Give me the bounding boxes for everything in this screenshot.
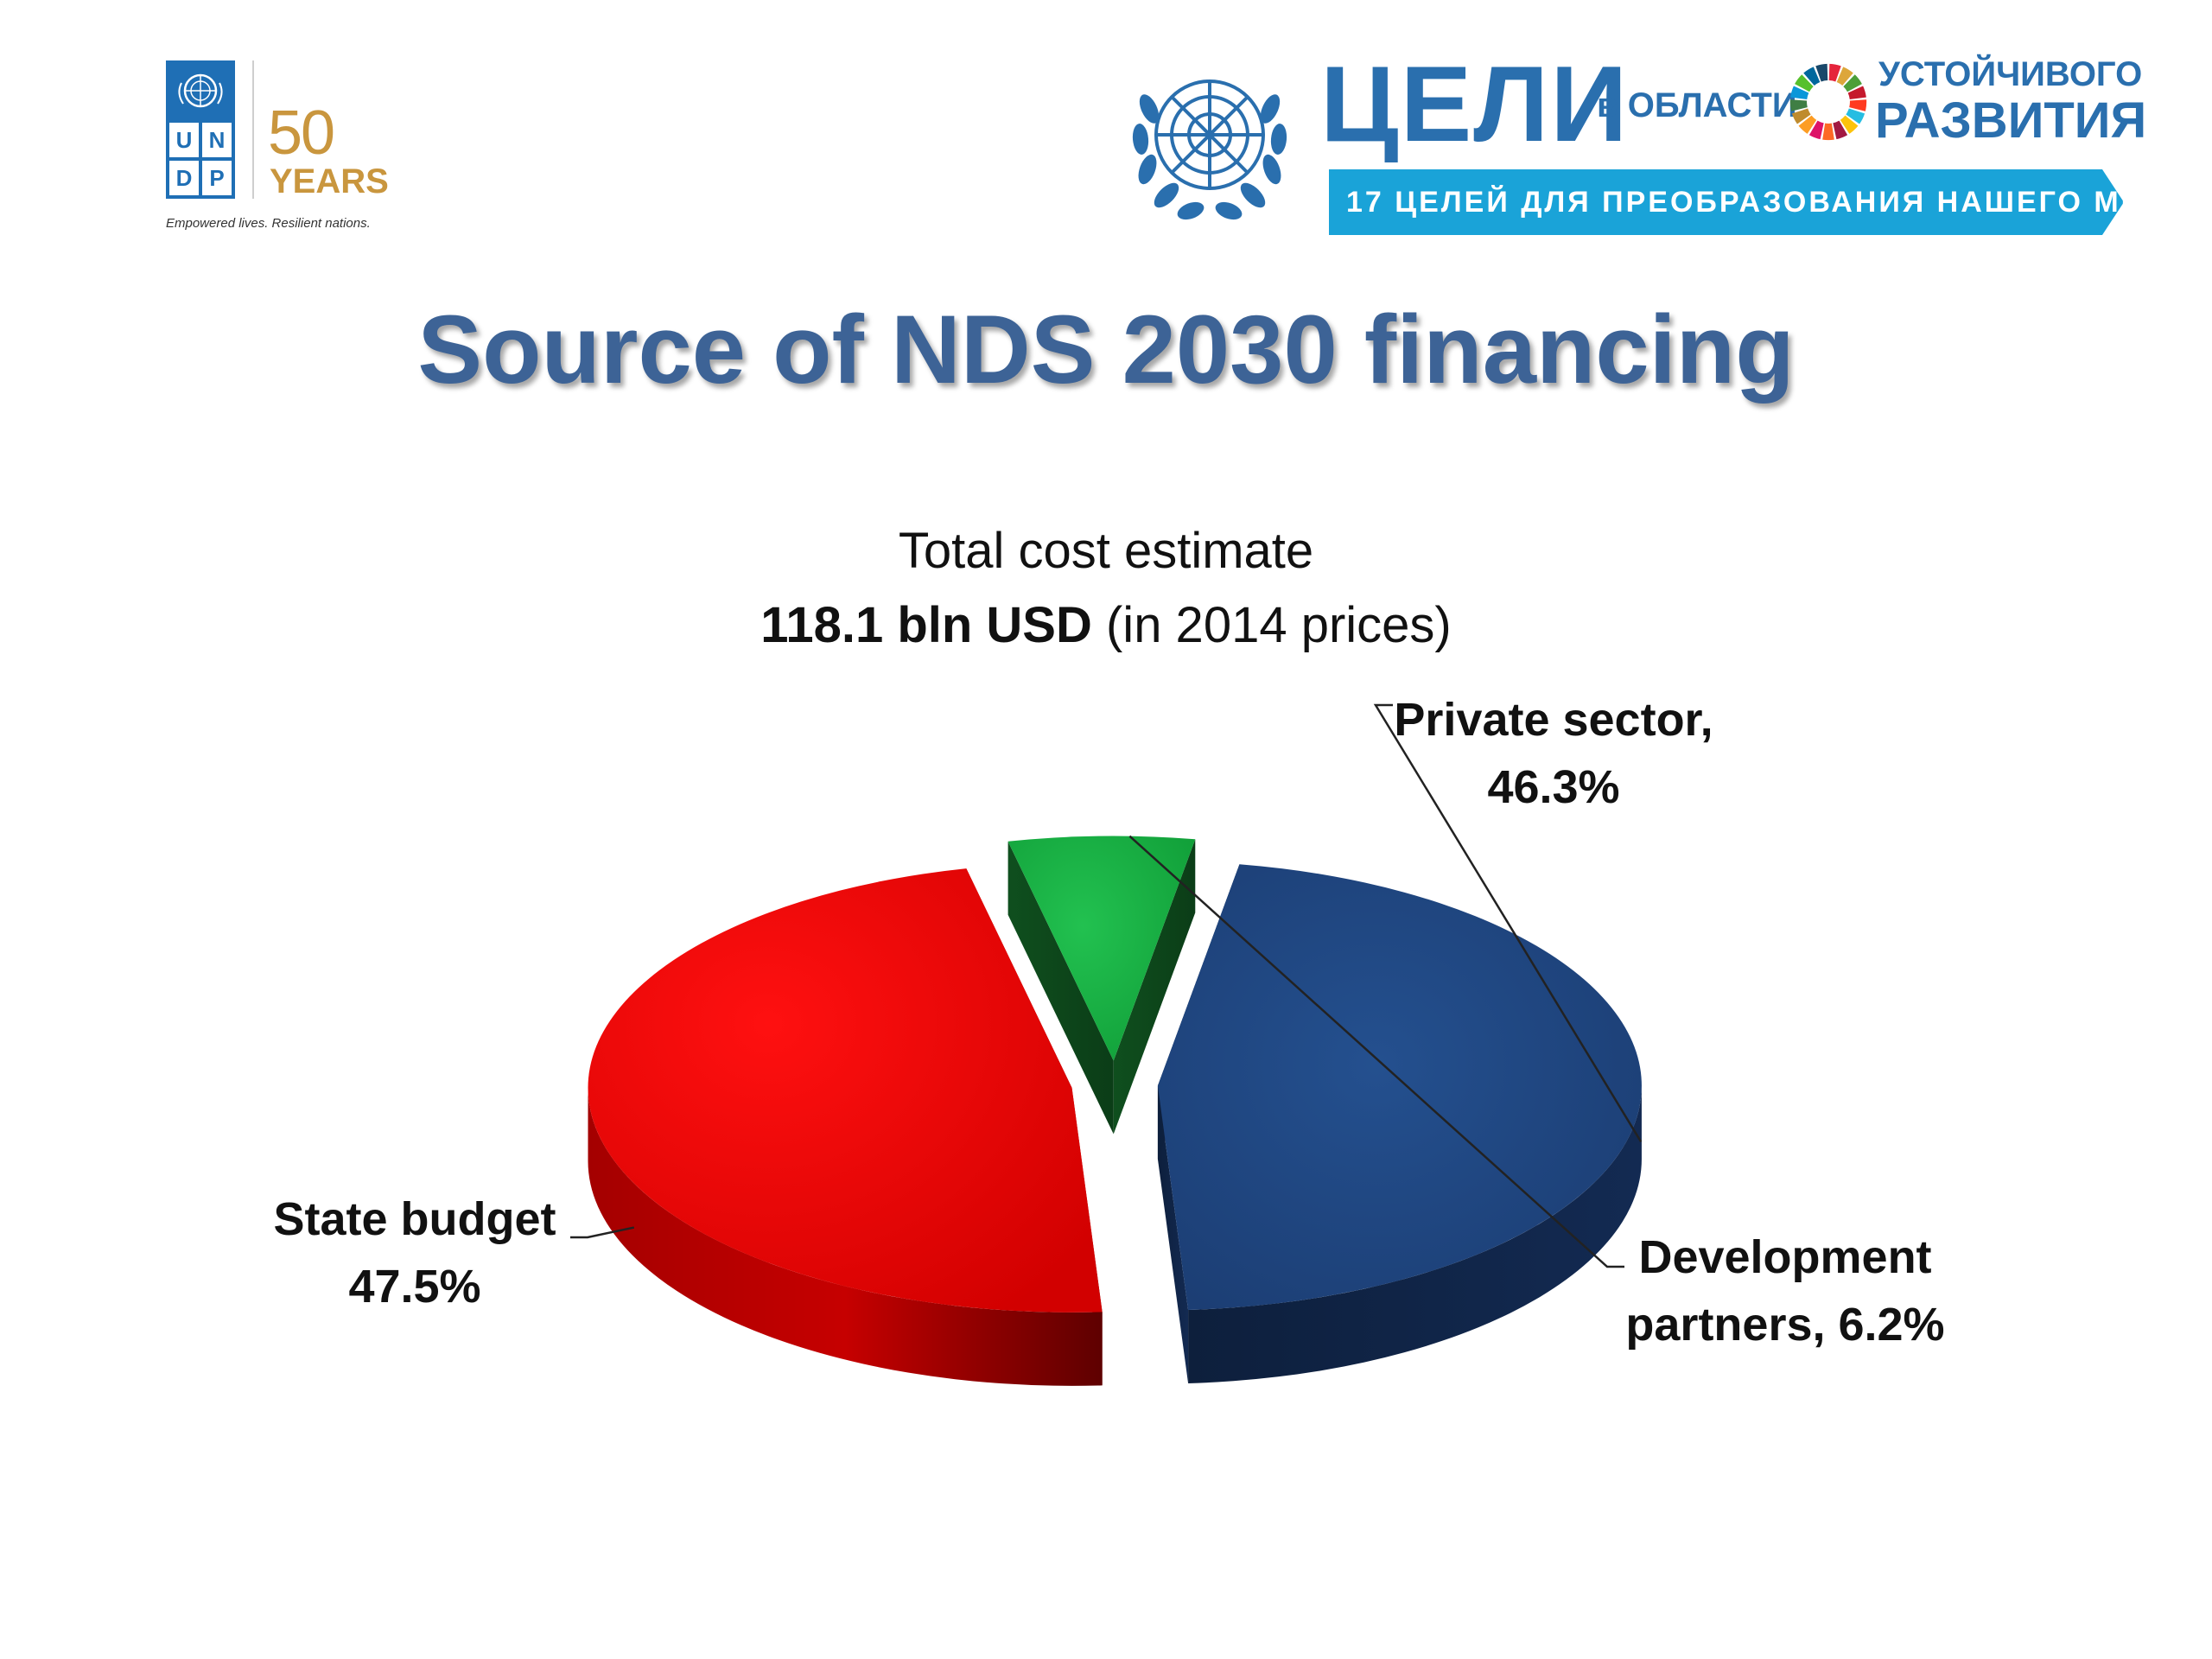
slice-private-sector xyxy=(1157,864,1642,1310)
chart-subtitle-line2: 118.1 bln USD (in 2014 prices) xyxy=(0,596,2212,654)
undp-letter-n: N xyxy=(202,123,232,157)
sdg-band-text: 17 ЦЕЛЕЙ ДЛЯ ПРЕОБРАЗОВАНИЯ НАШЕГО МИРА xyxy=(1346,186,2189,219)
sdg-color-wheel-icon xyxy=(1789,63,1867,141)
undp-logo-box: U N D P xyxy=(166,60,235,199)
undp-anniversary-number: 50 xyxy=(268,99,335,168)
slice-wall-end-development-partners xyxy=(1007,841,1114,1135)
sdg-wheel-segment xyxy=(1822,123,1834,141)
undp-letter-d: D xyxy=(169,161,199,195)
undp-tagline: Empowered lives. Resilient nations. xyxy=(166,216,371,231)
price-basis: (in 2014 prices) xyxy=(1091,597,1452,653)
undp-anniversary-word: YEARS xyxy=(270,162,389,200)
sdg-wheel-segment xyxy=(1836,67,1853,86)
sdg-wheel-segment xyxy=(1795,74,1814,92)
slice-state-budget xyxy=(588,868,1103,1313)
leader-line-state-budget xyxy=(570,1226,635,1239)
label-state-budget-value: 47.5% xyxy=(348,1261,481,1313)
leader-line-private-sector xyxy=(1373,703,1643,1142)
undp-letter-p: P xyxy=(202,161,232,195)
label-private-sector-name: Private sector, xyxy=(1394,694,1713,746)
undp-letter-u: U xyxy=(169,123,199,157)
sdg-wheel-segment xyxy=(1815,63,1828,82)
sdg-wheel-segment xyxy=(1808,120,1824,140)
sdg-wheel-segment xyxy=(1828,63,1841,82)
label-development-partners-name: Development xyxy=(1638,1231,1932,1283)
un-wreath-emblem-icon xyxy=(1132,79,1287,220)
pie-leader-lines xyxy=(570,703,1643,1268)
slice-rim-private-sector xyxy=(1188,1085,1642,1383)
sdg-wheel-segment xyxy=(1790,86,1809,99)
slide-title: Source of NDS 2030 financing xyxy=(417,296,1795,404)
sdg-wheel-segment xyxy=(1846,108,1866,124)
sdg-wheel-segment xyxy=(1847,86,1866,99)
label-state-budget-name: State budget xyxy=(273,1193,556,1245)
sdg-connector-word: в ОБЛАСТИ xyxy=(1597,86,1797,124)
label-development-partners-value: partners, 6.2% xyxy=(1625,1299,1945,1351)
sdg-wheel-segment xyxy=(1798,115,1817,134)
sdg-wheel-segment xyxy=(1840,115,1859,134)
label-state-budget: State budget 47.5% xyxy=(259,1185,570,1320)
undp-logo: U N D P 50 YEARS Empowered lives. Resili… xyxy=(166,60,391,242)
chart-subtitle-line1: Total cost estimate xyxy=(898,523,1314,579)
slice-development-partners xyxy=(1007,836,1196,1061)
sdg-main-word: ЦЕЛИ xyxy=(1320,45,1630,164)
sdg-wheel-segment xyxy=(1791,108,1811,124)
sdg-wheel-segment xyxy=(1843,74,1862,92)
sdg-wheel-segment xyxy=(1849,99,1867,111)
slice-rim-state-budget xyxy=(588,1087,1103,1386)
sdg-banner: ЦЕЛИ в ОБЛАСТИ УСТОЙЧИВОГО РАЗВИТИЯ 17 Ц… xyxy=(1115,45,2185,247)
sdg-wheel-segment xyxy=(1789,99,1808,111)
undp-logo-divider xyxy=(252,60,254,199)
sdg-word-top: УСТОЙЧИВОГО xyxy=(1878,55,2143,93)
label-private-sector-value: 46.3% xyxy=(1487,761,1620,813)
sdg-band-arrow xyxy=(1329,169,2124,235)
sdg-wheel-segment xyxy=(1833,120,1848,140)
un-emblem-icon xyxy=(178,73,223,108)
leader-line-development-partners xyxy=(1128,835,1624,1268)
sdg-wheel-segment xyxy=(1803,67,1821,86)
sdg-word-bottom: РАЗВИТИЯ xyxy=(1875,92,2147,149)
label-development-partners: Development partners, 6.2% xyxy=(1612,1224,1958,1358)
slice-wall-private-sector xyxy=(1157,1085,1189,1383)
slice-wall-development-partners xyxy=(1113,839,1196,1135)
pie-slices xyxy=(588,836,1642,1386)
label-private-sector: Private sector, 46.3% xyxy=(1381,686,1726,821)
total-cost-value: 118.1 bln USD xyxy=(760,597,1092,653)
